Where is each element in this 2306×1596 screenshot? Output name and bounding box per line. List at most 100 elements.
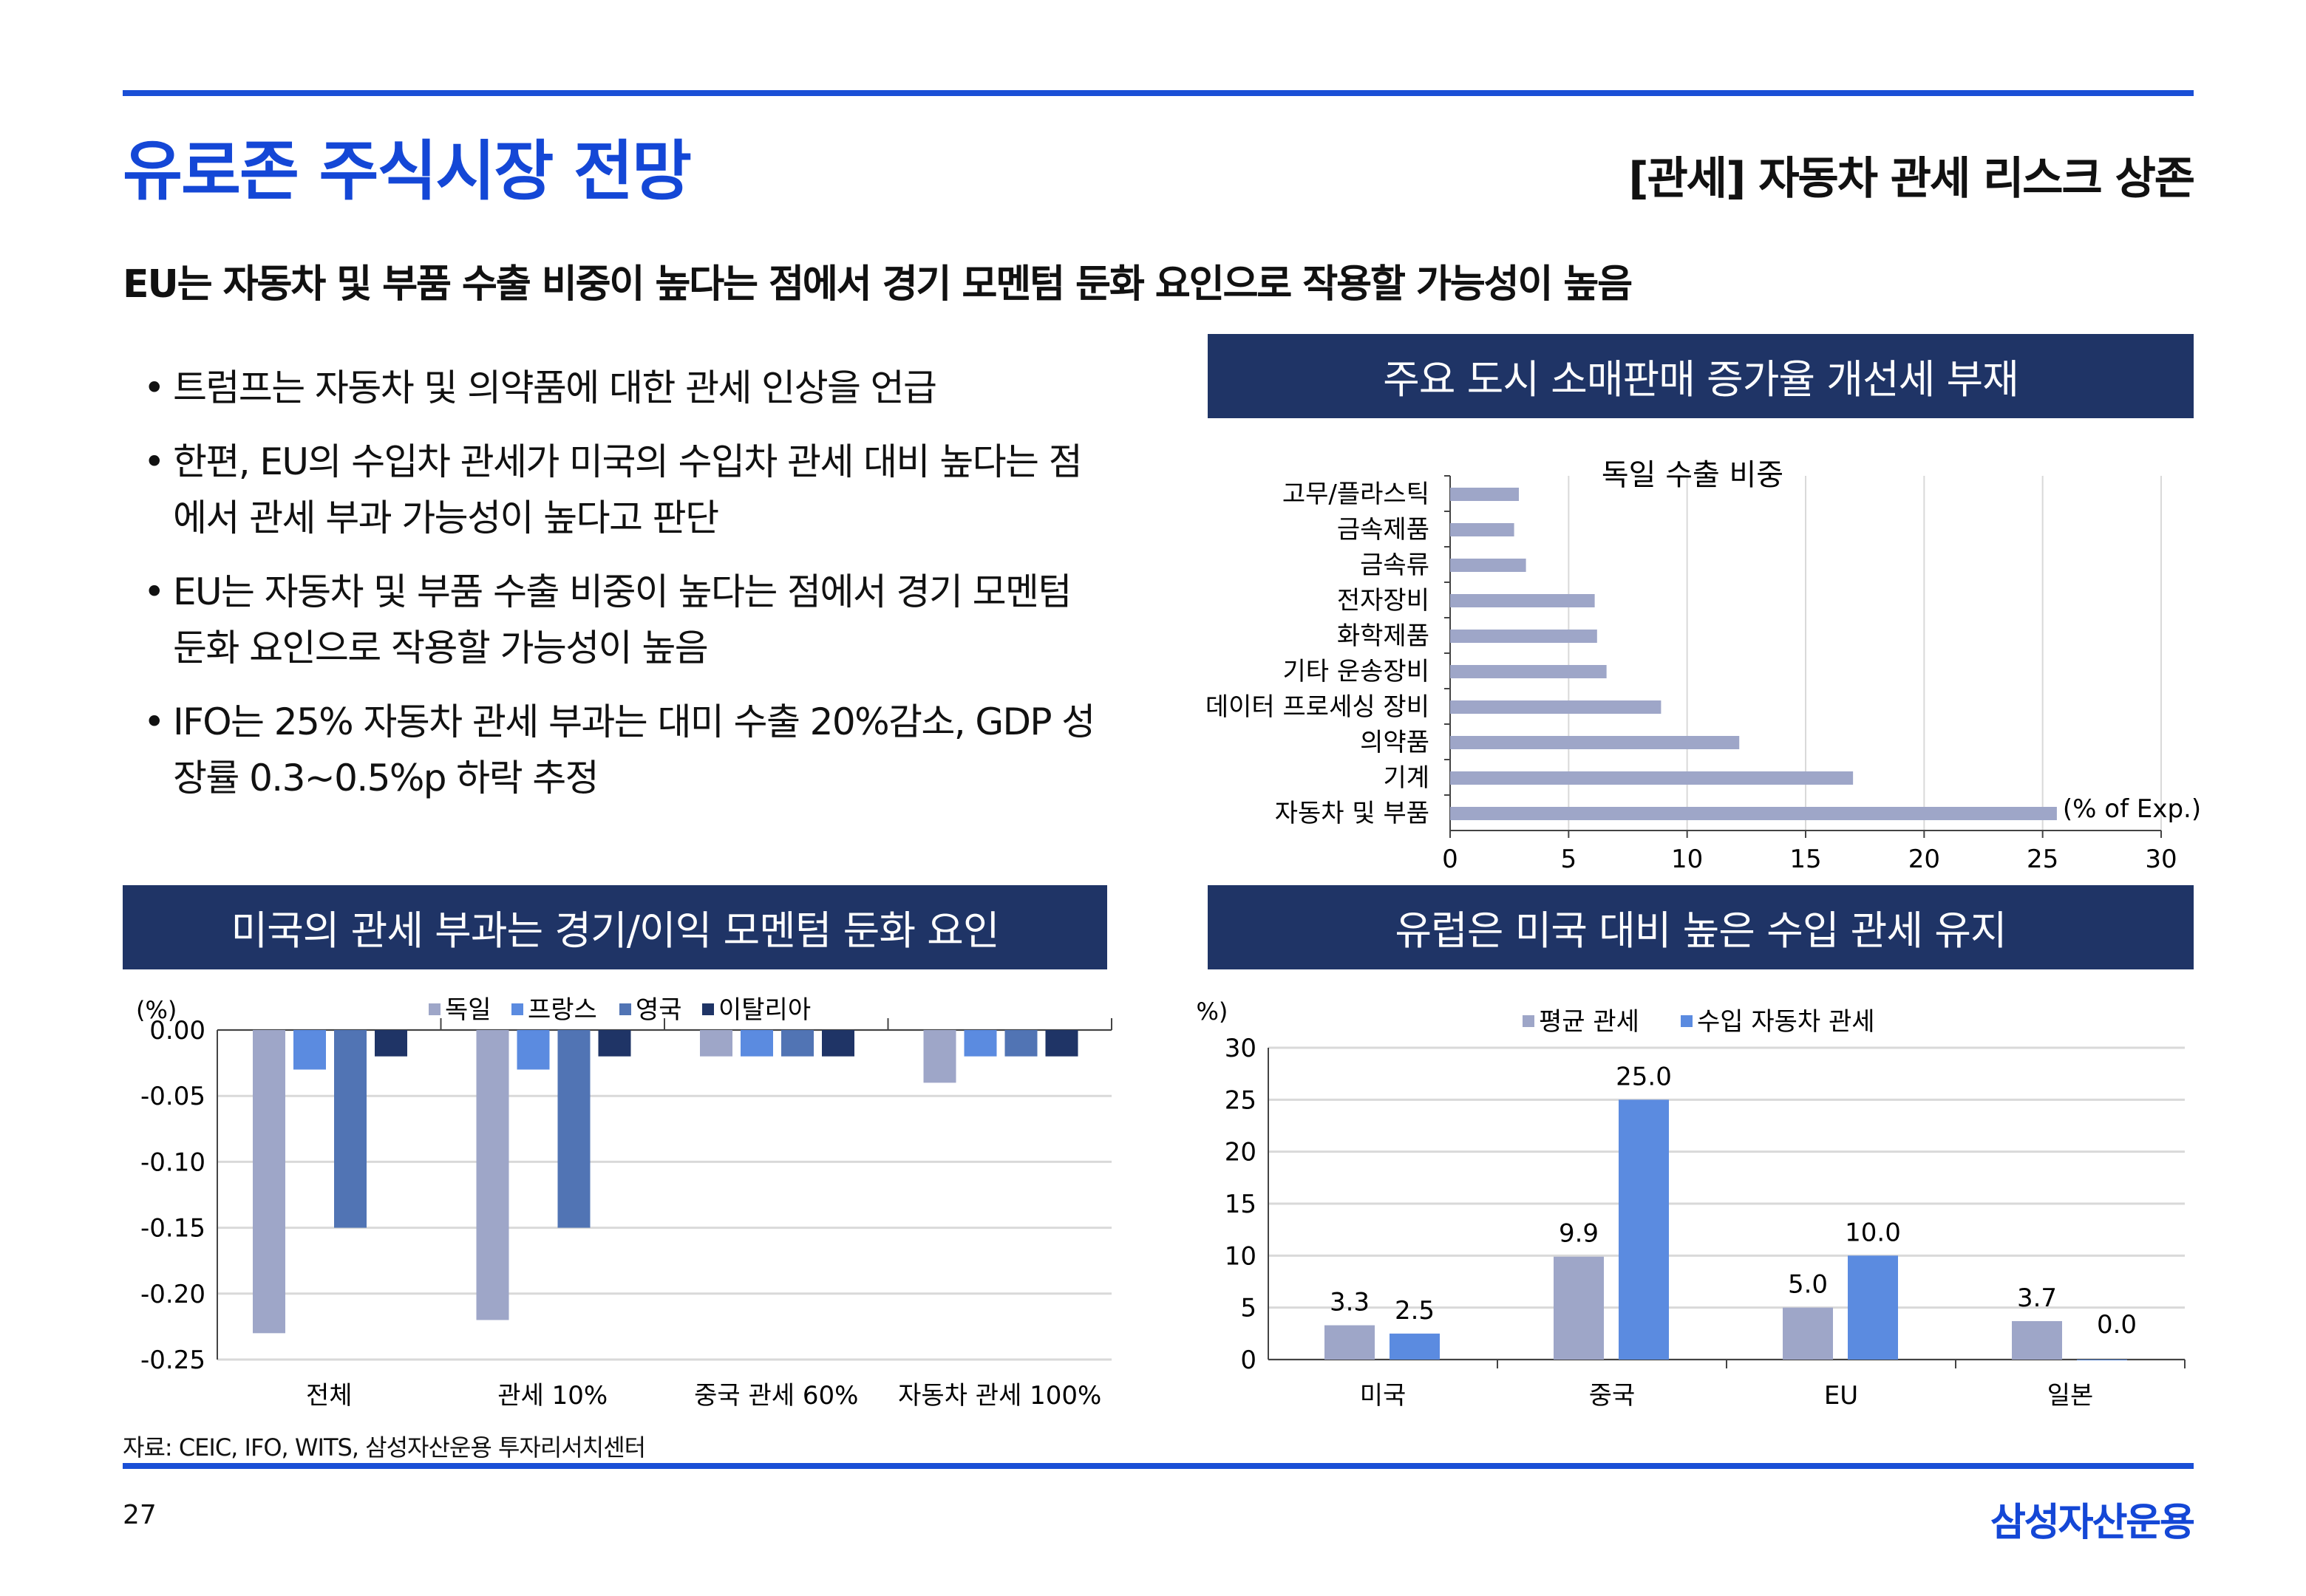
bar-평균 관세 — [2012, 1320, 2062, 1360]
data-label: 2.5 — [1395, 1296, 1435, 1326]
y-tick-label: 15 — [1225, 1190, 1256, 1219]
bar-독일 — [476, 1030, 509, 1320]
category-label: EU — [1824, 1381, 1858, 1411]
bullet-item: • 한편, EU의 수입차 관세가 미국의 수입차 관세 대비 높다는 점에서 관… — [143, 434, 1104, 547]
bullet-icon: • — [143, 366, 166, 409]
legend-label: 수입 자동차 관세 — [1697, 1007, 1875, 1037]
y-tick-label: 10 — [1225, 1241, 1256, 1271]
page-subtitle: EU는 자동차 및 부품 수출 비중이 높다는 점에서 경기 모멘텀 둔화 요인… — [123, 263, 1633, 307]
y-tick-label: 5 — [1240, 1294, 1256, 1323]
x-tick-label: 30 — [2145, 845, 2177, 874]
bar-이탈리아 — [598, 1030, 631, 1057]
bar-영국 — [1004, 1030, 1038, 1057]
legend-label: 평균 관세 — [1539, 1007, 1639, 1037]
bar-평균 관세 — [1324, 1325, 1375, 1360]
y-tick-label: -0.05 — [140, 1082, 205, 1111]
category-label: 관세 10% — [497, 1381, 608, 1411]
company-logo: 삼성자산운용 — [1990, 1501, 2195, 1546]
y-tick-label: 0 — [1240, 1346, 1256, 1375]
y-tick-label: 30 — [1225, 1034, 1256, 1063]
bullet-text: IFO는 25% 자동차 관세 부과는 대미 수출 20%감소, GDP 성장률… — [173, 700, 1095, 799]
bar-독일 — [700, 1030, 732, 1057]
bar — [1450, 594, 1595, 607]
legend-label: 이탈리아 — [718, 995, 811, 1025]
data-label: 3.3 — [1330, 1288, 1370, 1317]
legend-label: 영국 — [636, 995, 682, 1025]
panel-header-bottom-right: 유럽은 미국 대비 높은 수입 관세 유지 — [1208, 885, 2194, 969]
bar — [1450, 771, 1854, 785]
y-tick-label: -0.10 — [140, 1147, 205, 1177]
bullet-text: 트럼프는 자동차 및 의약품에 대한 관세 인상을 언급 — [173, 366, 937, 409]
category-label: 미국 — [1360, 1381, 1407, 1411]
legend-swatch — [1523, 1015, 1534, 1027]
bar-이탈리아 — [375, 1030, 407, 1057]
x-tick-label: 10 — [1671, 845, 1703, 874]
category-label: 금속류 — [1360, 550, 1429, 580]
bar — [1450, 630, 1597, 643]
x-tick-label: 15 — [1789, 845, 1821, 874]
category-label: 중국 관세 60% — [694, 1381, 858, 1411]
legend-label: 독일 — [445, 995, 492, 1025]
bullet-item: • IFO는 25% 자동차 관세 부과는 대미 수출 20%감소, GDP 성장… — [143, 695, 1104, 807]
x-tick-label: 25 — [2027, 845, 2058, 874]
legend-swatch — [511, 1003, 523, 1015]
data-label: 0.0 — [2097, 1310, 2137, 1340]
bar — [1450, 665, 1607, 678]
bar-영국 — [334, 1030, 367, 1228]
category-label: 전체 — [306, 1381, 353, 1411]
bar-독일 — [253, 1030, 285, 1334]
y-tick-label: -0.25 — [140, 1346, 205, 1375]
bullet-item: • EU는 자동차 및 부품 수출 비중이 높다는 점에서 경기 모멘텀 둔화 요… — [143, 565, 1104, 677]
bar-영국 — [557, 1030, 591, 1228]
category-label: 고무/플라스틱 — [1282, 480, 1429, 509]
section-title: [관세] 자동차 관세 리스크 상존 — [1628, 154, 2195, 205]
data-label: 9.9 — [1559, 1219, 1599, 1249]
legend-swatch — [702, 1003, 714, 1015]
bar-프랑스 — [741, 1030, 773, 1057]
chart-title: 독일 수출 비중 — [1602, 458, 1783, 492]
tariff-impact-chart: 0.00 -0.05 -0.10 -0.15 -0.20 -0.25 (%) 전체 관세 10%… — [136, 995, 1112, 1411]
bullet-icon: • — [143, 570, 166, 613]
bullet-text: 한편, EU의 수입차 관세가 미국의 수입차 관세 대비 높다는 점에서 관세… — [173, 440, 1083, 539]
bar-프랑스 — [517, 1030, 550, 1070]
legend-swatch — [1681, 1015, 1693, 1027]
legend-label: 프랑스 — [528, 995, 597, 1025]
bottom-rule — [123, 1463, 2194, 1469]
bar — [1450, 736, 1740, 749]
category-label: 화학제품 — [1337, 621, 1429, 651]
bar — [1450, 700, 1662, 714]
page-number: 27 — [123, 1500, 157, 1531]
bullet-item: • 트럼프는 자동차 및 의약품에 대한 관세 인상을 언급 — [143, 361, 1104, 417]
bullet-icon: • — [143, 440, 166, 483]
bar-영국 — [781, 1030, 814, 1057]
bar — [1450, 488, 1519, 501]
bar-평균 관세 — [1783, 1307, 1833, 1360]
data-label: 25.0 — [1616, 1062, 1672, 1091]
category-label: 일본 — [2047, 1381, 2094, 1411]
source-note: 자료: CEIC, IFO, WITS, 삼성자산운용 투자리서치센터 — [123, 1433, 646, 1462]
bar-프랑스 — [293, 1030, 326, 1070]
bar — [1450, 807, 2057, 820]
data-label: 5.0 — [1788, 1270, 1828, 1300]
bar — [1450, 523, 1514, 536]
bar-수입 자동차 관세 — [1619, 1099, 1669, 1360]
x-tick-label: 5 — [1561, 845, 1577, 874]
category-label: 데이터 프로세싱 장비 — [1205, 692, 1429, 722]
bar-수입 자동차 관세 — [1390, 1333, 1440, 1360]
panel-header-bottom-left: 미국의 관세 부과는 경기/이익 모멘텀 둔화 요인 — [123, 885, 1107, 969]
unit-label: (%) — [136, 996, 177, 1024]
bar-프랑스 — [964, 1030, 997, 1057]
category-label: 금속제품 — [1337, 515, 1429, 545]
legend-swatch — [619, 1003, 631, 1015]
category-label: 중국 — [1589, 1381, 1636, 1411]
category-label: 기타 운송장비 — [1283, 657, 1430, 686]
bar-평균 관세 — [1554, 1256, 1604, 1360]
x-tick-label: 20 — [1908, 845, 1940, 874]
category-label: 전자장비 — [1337, 586, 1429, 615]
x-tick-label: 0 — [1442, 845, 1458, 874]
y-tick-label: 25 — [1225, 1085, 1256, 1115]
import-tariff-chart: 0 5 10 15 20 25 30 (%) 미국 3.3 2.5 중국 9.9 25.0 EU 5.0 10.… — [1197, 998, 2186, 1411]
page-title: 유로존 주식시장 전망 — [123, 134, 692, 210]
